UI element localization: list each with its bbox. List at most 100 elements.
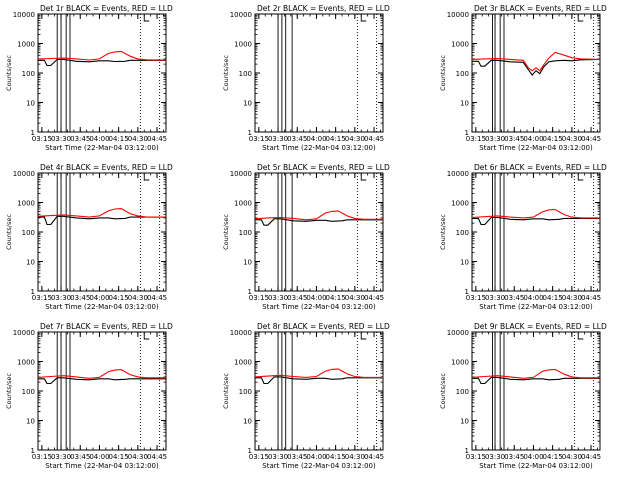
- y-tick-label: 1: [248, 447, 252, 455]
- x-tick-label: 04:45: [147, 453, 167, 461]
- x-tick-label: 03:15: [466, 294, 486, 302]
- y-tick-label: 100: [22, 229, 35, 237]
- x-axis-label: Start Time (22-Mar-04 03:12:00): [479, 462, 593, 470]
- y-tick-label: 10000: [447, 11, 469, 19]
- x-tick-label: 04:00: [89, 135, 109, 143]
- detector-panel-2: 1 10 100 1000 10000 03:15 03:30 03:45 04:00 04:15…: [222, 4, 390, 152]
- interval-marker: [577, 14, 584, 22]
- series-lld: [37, 50, 167, 61]
- x-tick-label: 03:30: [485, 135, 505, 143]
- y-tick-label: 10: [243, 259, 252, 267]
- interval-marker: [143, 332, 150, 340]
- y-tick-label: 1: [465, 447, 469, 455]
- series-events: [472, 58, 601, 76]
- x-tick-label: 03:45: [70, 135, 90, 143]
- x-tick-label: 04:45: [147, 294, 167, 302]
- x-tick-label: 04:30: [128, 453, 148, 461]
- y-tick-label: 1000: [234, 41, 252, 49]
- x-tick-label: 04:00: [523, 294, 543, 302]
- y-tick-label: 100: [456, 70, 469, 78]
- y-tick-label: 1: [31, 288, 35, 296]
- panel-title: Det 8r BLACK = Events, RED = LLD: [257, 322, 390, 331]
- series-lld: [254, 210, 383, 221]
- x-tick-label: 03:15: [249, 135, 269, 143]
- plot-frame: [254, 331, 384, 451]
- y-tick-label: 10: [460, 418, 469, 426]
- y-tick-label: 1000: [17, 41, 35, 49]
- series-lld: [471, 51, 601, 72]
- y-tick-label: 1000: [451, 200, 469, 208]
- series-lld: [37, 208, 166, 218]
- x-tick-label: 04:00: [523, 135, 543, 143]
- y-tick-label: 100: [456, 388, 469, 396]
- y-tick-label: 1000: [17, 359, 35, 367]
- x-tick-label: 03:15: [32, 135, 52, 143]
- series-events: [255, 218, 383, 226]
- y-tick-label: 1: [31, 447, 35, 455]
- x-tick-label: 03:45: [287, 453, 307, 461]
- x-tick-label: 03:15: [466, 453, 486, 461]
- y-axis-label: Counts/sec: [439, 55, 447, 91]
- x-tick-label: 04:00: [89, 294, 109, 302]
- y-tick-label: 10000: [13, 170, 35, 178]
- y-tick-label: 10000: [13, 329, 35, 337]
- detector-panel-5: 1 10 100 1000 10000 03:15 03:30 03:45 04:00 04:15…: [222, 163, 390, 311]
- x-tick-label: 04:45: [364, 135, 384, 143]
- y-tick-label: 1: [31, 129, 35, 137]
- series-lld: [254, 368, 383, 378]
- x-tick-label: 04:30: [128, 294, 148, 302]
- x-tick-label: 04:15: [326, 453, 346, 461]
- y-axis-label: Counts/sec: [439, 373, 447, 409]
- y-tick-label: 1000: [451, 41, 469, 49]
- x-tick-label: 03:30: [51, 135, 71, 143]
- x-tick-label: 04:30: [345, 135, 365, 143]
- y-tick-label: 10000: [447, 329, 469, 337]
- x-tick-label: 04:00: [89, 453, 109, 461]
- series-events: [472, 216, 600, 226]
- x-tick-label: 03:45: [70, 453, 90, 461]
- x-tick-label: 03:45: [287, 135, 307, 143]
- x-tick-label: 03:45: [70, 294, 90, 302]
- panel-title: Det 6r BLACK = Events, RED = LLD: [474, 163, 607, 172]
- y-tick-label: 1000: [451, 359, 469, 367]
- x-tick-label: 03:30: [485, 294, 505, 302]
- x-tick-label: 03:15: [32, 294, 52, 302]
- x-tick-label: 04:45: [581, 135, 601, 143]
- x-tick-label: 04:45: [147, 135, 167, 143]
- panel-title: Det 3r BLACK = Events, RED = LLD: [474, 4, 607, 13]
- y-axis-label: Counts/sec: [5, 214, 13, 250]
- y-tick-label: 1000: [234, 200, 252, 208]
- interval-marker: [360, 173, 367, 181]
- x-axis-label: Start Time (22-Mar-04 03:12:00): [479, 144, 593, 152]
- series-lld: [471, 208, 600, 219]
- x-tick-label: 04:45: [581, 453, 601, 461]
- x-tick-label: 04:00: [306, 294, 326, 302]
- y-tick-label: 10000: [13, 11, 35, 19]
- series-lld: [37, 369, 166, 379]
- x-tick-label: 04:00: [306, 135, 326, 143]
- interval-marker: [577, 332, 584, 340]
- y-tick-label: 10000: [230, 170, 252, 178]
- series-events: [38, 215, 166, 226]
- y-tick-label: 10: [26, 100, 35, 108]
- y-tick-label: 1000: [17, 200, 35, 208]
- y-tick-label: 1: [248, 288, 252, 296]
- y-tick-label: 1: [465, 288, 469, 296]
- y-tick-label: 10: [243, 418, 252, 426]
- y-axis-label: Counts/sec: [222, 55, 230, 91]
- interval-marker: [143, 173, 150, 181]
- x-axis-label: Start Time (22-Mar-04 03:12:00): [45, 303, 159, 311]
- y-tick-label: 10: [460, 259, 469, 267]
- x-axis-label: Start Time (22-Mar-04 03:12:00): [262, 462, 376, 470]
- detector-panel-8: 1 10 100 1000 10000 03:15 03:30 03:45 04:00 04:15…: [222, 322, 390, 470]
- x-tick-label: 04:45: [581, 294, 601, 302]
- detector-panel-9: 1 10 100 1000 10000 03:15 03:30 03:45 04:00 04:15…: [439, 322, 607, 470]
- x-tick-label: 04:15: [543, 453, 563, 461]
- interval-marker: [577, 173, 584, 181]
- x-tick-label: 03:15: [249, 453, 269, 461]
- x-tick-label: 04:30: [562, 453, 582, 461]
- detector-panel-3: 1 10 100 1000 10000 03:15 03:30 03:45 04:00 04:15…: [439, 4, 607, 152]
- y-tick-label: 10: [26, 259, 35, 267]
- plot-frame: [471, 13, 601, 133]
